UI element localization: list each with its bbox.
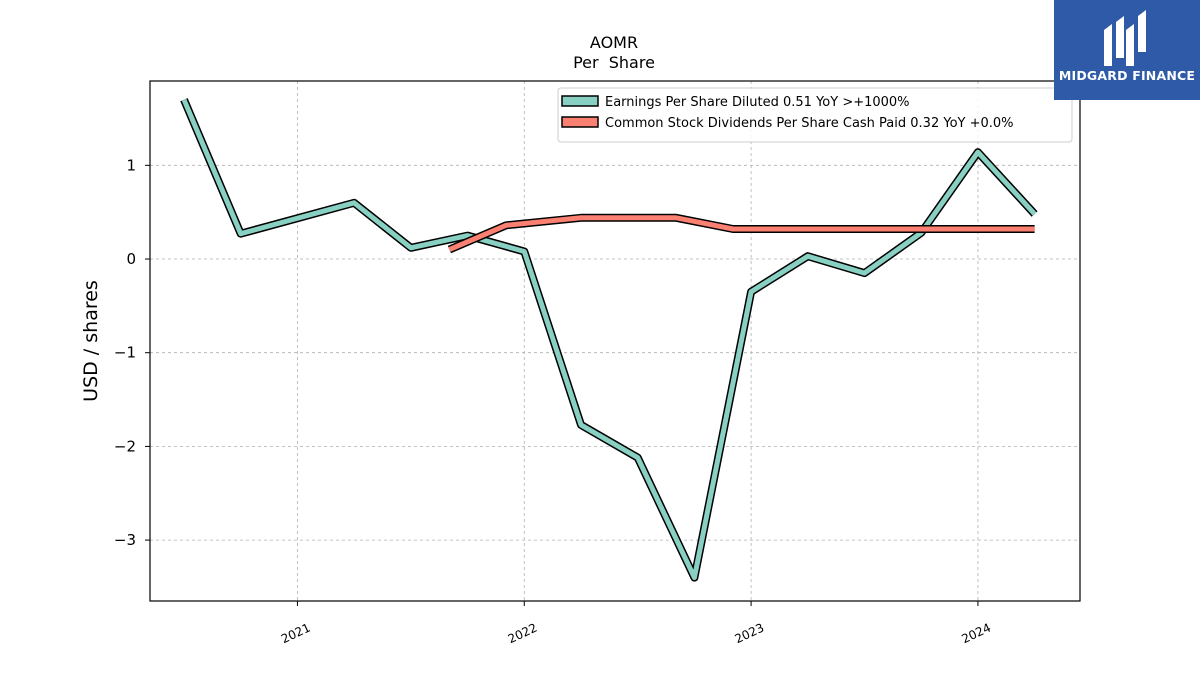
- x-tick-label: 2022: [506, 621, 540, 647]
- y-tick-label: 1: [126, 156, 136, 174]
- x-tick-label: 2021: [279, 621, 313, 647]
- series-1-line: [448, 215, 1035, 252]
- y-tick-label: −1: [114, 344, 136, 362]
- legend: Earnings Per Share Diluted 0.51 YoY >+10…: [557, 87, 1073, 143]
- y-tick-label: −2: [114, 437, 136, 455]
- series-0-line: [181, 98, 1037, 581]
- brand-name: MIDGARD FINANCE: [1058, 68, 1196, 83]
- y-tick-label: −3: [114, 531, 136, 549]
- chart-title: AOMR: [590, 33, 638, 52]
- legend-entry: Earnings Per Share Diluted 0.51 YoY >+10…: [605, 95, 910, 110]
- legend-box: [557, 87, 1073, 143]
- x-tick-label: 2024: [959, 621, 993, 647]
- series-lines: [180, 98, 1038, 582]
- y-axis-label: USD / shares: [80, 280, 102, 402]
- plot-frame: [149, 80, 1081, 602]
- chart-subtitle: Per Share: [573, 53, 655, 72]
- legend-entry: Common Stock Dividends Per Share Cash Pa…: [605, 116, 1014, 131]
- brand-logo: MIDGARD FINANCE: [1054, 0, 1200, 100]
- legend-swatch: [561, 95, 599, 107]
- midgard-logo-icon: [1104, 10, 1146, 66]
- x-tick-label: 2023: [733, 621, 767, 647]
- legend-swatch: [561, 116, 599, 128]
- y-tick-label: 0: [126, 250, 136, 268]
- series-0-outline: [180, 98, 1038, 582]
- grid-lines: [150, 81, 1080, 601]
